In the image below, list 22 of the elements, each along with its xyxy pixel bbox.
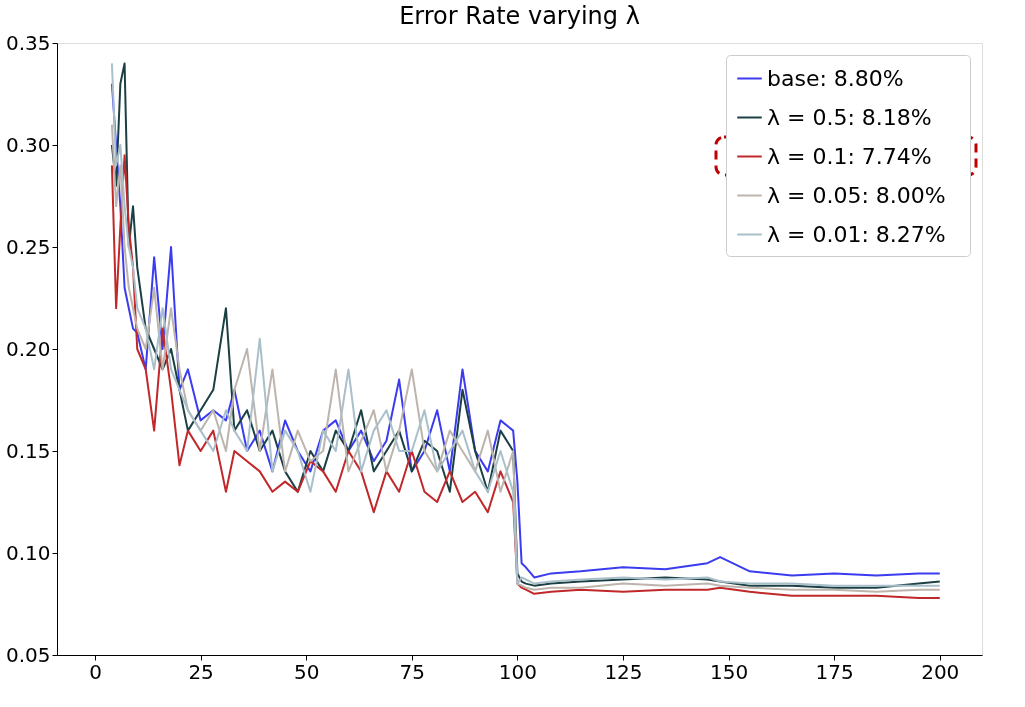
x-tick-label: 50 (293, 659, 320, 684)
y-tick-label: 0.30 (5, 132, 51, 157)
y-tick-label: 0.25 (5, 234, 51, 259)
x-tick-label: 75 (399, 659, 426, 684)
x-tick-label: 100 (498, 659, 537, 684)
legend-label: λ = 0.5: 8.18% (767, 104, 932, 130)
legend-label: λ = 0.01: 8.27% (767, 221, 946, 247)
x-tick-label: 125 (604, 659, 643, 684)
y-tick-label: 0.05 (5, 642, 51, 667)
y-tick-label: 0.15 (5, 438, 51, 463)
x-tick-label: 150 (709, 659, 749, 684)
y-tick-label: 0.20 (5, 336, 51, 361)
x-tick-label: 0 (89, 659, 102, 684)
y-tick-label: 0.10 (5, 540, 51, 565)
y-tick-label: 0.35 (5, 30, 51, 55)
chart-title: Error Rate varying λ (399, 2, 640, 30)
x-tick-label: 175 (815, 659, 854, 684)
legend-label: λ = 0.05: 8.00% (767, 182, 946, 208)
x-tick-label: 25 (188, 659, 214, 684)
legend-label: λ = 0.1: 7.74% (767, 143, 932, 169)
legend-label: base: 8.80% (767, 65, 904, 91)
x-tick-label: 200 (921, 659, 960, 684)
